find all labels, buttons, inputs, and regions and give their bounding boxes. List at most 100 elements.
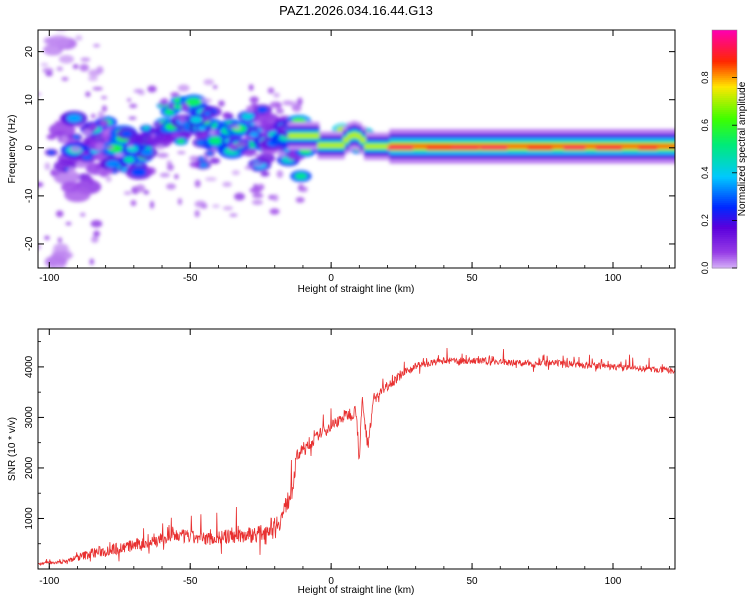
spectrogram-speckle: [156, 145, 164, 151]
spectrogram-speckle: [202, 155, 209, 160]
colorbar-step: [712, 53, 737, 57]
spectrogram-speckle: [88, 177, 94, 184]
spectrogram-speckle: [100, 96, 108, 100]
spectrogram-speckle: [114, 153, 124, 158]
spectrogram-speckle: [60, 135, 68, 144]
spectrogram-speckle: [166, 163, 174, 171]
colorbar-step: [712, 190, 737, 194]
spectrogram-speckle: [200, 98, 212, 104]
spectrogram-speckle: [201, 131, 209, 139]
colorbar-step: [712, 31, 737, 35]
colorbar-step: [712, 79, 737, 83]
spectrogram-speckle: [70, 145, 82, 153]
snr-y-tick-label: 3000: [24, 406, 35, 429]
spectrogram-speckle: [194, 200, 207, 208]
spectrogram-speckle: [127, 143, 134, 148]
spectrogram-band-segment: [372, 144, 379, 149]
snr-series-line: [38, 347, 675, 567]
spectrogram-blob-core: [142, 126, 150, 131]
snr-x-tick-label: 0: [328, 576, 334, 587]
spectrogram-speckle: [276, 151, 287, 157]
colorbar-step: [712, 262, 737, 265]
spectrogram-speckle: [242, 136, 255, 141]
spectrogram-speckle: [201, 117, 212, 122]
spectrogram-speckle: [145, 167, 156, 175]
spectrogram-band-segment: [558, 143, 565, 149]
colorbar-step: [712, 97, 737, 101]
spectrogram-speckle: [67, 167, 76, 175]
spectrogram-speckle: [171, 132, 181, 139]
colorbar-step: [712, 264, 737, 267]
colorbar-step: [712, 139, 737, 142]
spectrogram-x-label: Height of straight line (km): [298, 284, 415, 295]
colorbar-step: [712, 51, 737, 55]
spectrogram-speckle: [267, 87, 275, 94]
spectrogram-band-segment: [287, 133, 295, 138]
spectrogram-speckle: [147, 85, 157, 93]
spectrogram-speckle: [174, 174, 179, 180]
spectrogram-band-segment: [621, 143, 629, 149]
colorbar-step: [712, 166, 737, 170]
spectrogram-band-segment: [664, 143, 671, 149]
spectrogram-speckle: [205, 177, 217, 182]
spectrogram-speckle: [229, 213, 238, 217]
spectrogram-peak: [426, 145, 453, 150]
colorbar-step: [712, 143, 737, 146]
spectrogram-y-tick-label: -20: [24, 236, 35, 251]
colorbar-step: [712, 214, 737, 218]
colorbar-step: [712, 33, 737, 37]
spectrogram-speckle: [177, 84, 190, 92]
spectrogram-speckle: [149, 200, 155, 209]
spectrogram-speckle: [90, 219, 103, 228]
spectrogram-speckle: [194, 209, 200, 218]
colorbar-tick-label: 0.6: [700, 119, 710, 132]
colorbar-step: [712, 228, 737, 231]
spectrogram-blob-core: [249, 131, 259, 138]
spectrogram-blob-core: [111, 170, 117, 173]
spectrogram-band-segment: [292, 133, 299, 138]
colorbar-tick-label: 0.8: [700, 71, 710, 84]
spectrogram-frame: [37, 29, 676, 269]
spectrogram-speckle: [170, 92, 180, 97]
spectrogram-speckle: [231, 169, 240, 176]
spectrogram-band-segment: [351, 132, 358, 137]
colorbar-step: [712, 109, 737, 112]
colorbar-step: [712, 49, 737, 53]
colorbar-step: [712, 69, 737, 73]
spectrogram-band-segment: [672, 143, 675, 149]
spectrogram-blob-core: [294, 172, 308, 180]
colorbar-step: [712, 266, 737, 269]
spectrogram-speckle: [105, 175, 112, 183]
colorbar-step: [712, 260, 737, 263]
colorbar-step: [712, 204, 737, 208]
spectrogram-speckle: [88, 123, 99, 131]
spectrogram-peak: [451, 145, 479, 150]
spectrogram-speckle: [295, 197, 305, 203]
spectrogram-x-axis: -100 -50 0 50 100: [39, 30, 670, 284]
snr-y-tick-label: 2000: [24, 456, 35, 479]
spectrogram-band-segment: [376, 144, 383, 149]
colorbar-step: [712, 87, 737, 91]
colorbar-step: [712, 47, 737, 51]
spectrogram-peak: [387, 145, 413, 150]
snr-x-label: Height of straight line (km): [298, 585, 415, 596]
spectrogram-band-segment: [317, 143, 324, 148]
colorbar: 0.0 0.2 0.4 0.6 0.8 Normalized spectral ampl…: [700, 29, 748, 274]
colorbar-label: Normalized spectral amplitude: [737, 81, 748, 216]
spectrogram-blob-core: [71, 135, 80, 140]
spectrogram-band-segment: [347, 134, 354, 139]
spectrogram-speckle: [247, 106, 254, 112]
spectrogram-speckle: [143, 190, 150, 195]
spectrogram-blob: [43, 45, 61, 56]
spectrogram-band-segment: [342, 137, 350, 143]
spectrogram-band-segment: [321, 143, 328, 148]
colorbar-step: [712, 170, 737, 174]
spectrogram-speckle: [297, 97, 303, 106]
spectrogram-speckle: [92, 154, 105, 161]
spectrogram-band-segment: [668, 143, 675, 149]
spectrogram-speckle: [222, 206, 234, 211]
spectrogram-peak: [638, 145, 658, 150]
colorbar-step: [712, 115, 737, 118]
spectrogram-band-segment: [304, 133, 311, 138]
